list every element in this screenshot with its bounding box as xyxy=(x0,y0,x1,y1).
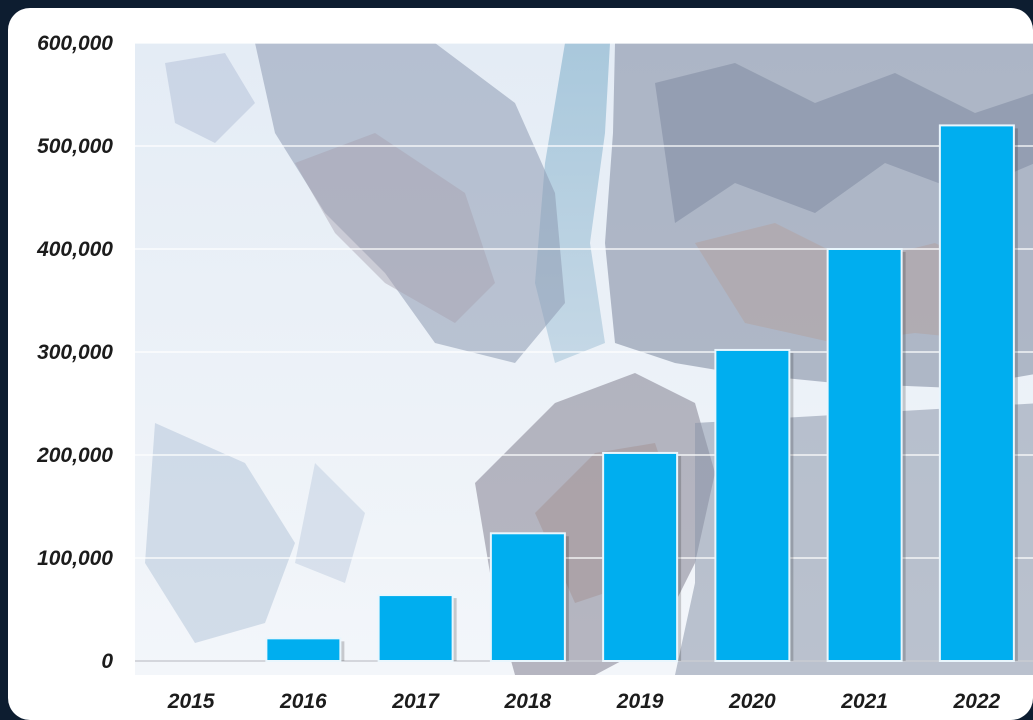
bar-2022 xyxy=(938,124,1015,662)
bar-2020 xyxy=(714,348,791,662)
x-tick-label: 2017 xyxy=(391,690,440,713)
x-tick-label: 2018 xyxy=(504,690,552,713)
y-tick-label: 300,000 xyxy=(37,341,113,364)
bar-2018 xyxy=(489,532,566,663)
bar-2016 xyxy=(265,637,342,663)
bar-chart: 0 100,000 200,000 300,000 400,000 500,000 600,… xyxy=(36,32,1033,713)
bar-2021 xyxy=(826,248,903,662)
bar-2017 xyxy=(377,594,454,663)
y-tick-label: 200,000 xyxy=(36,444,113,467)
x-tick-label: 2020 xyxy=(728,690,776,713)
x-tick-label: 2022 xyxy=(953,690,1001,713)
x-tick-label: 2016 xyxy=(279,690,327,713)
x-axis-ticks: 2015 2016 2017 2018 2019 2020 2021 2022 xyxy=(167,690,1001,713)
y-tick-label: 0 xyxy=(101,650,113,673)
bar-2019 xyxy=(602,451,679,662)
y-tick-label: 500,000 xyxy=(37,135,113,158)
y-tick-label: 600,000 xyxy=(37,32,113,55)
y-axis-ticks: 0 100,000 200,000 300,000 400,000 500,000 600,… xyxy=(36,32,113,673)
x-tick-label: 2021 xyxy=(840,690,888,713)
bars xyxy=(265,124,1018,663)
y-tick-label: 400,000 xyxy=(36,238,113,261)
x-tick-label: 2019 xyxy=(616,690,664,713)
y-tick-label: 100,000 xyxy=(37,547,113,570)
chart-panel: 0 100,000 200,000 300,000 400,000 500,000 600,… xyxy=(8,8,1033,720)
x-tick-label: 2015 xyxy=(167,690,215,713)
